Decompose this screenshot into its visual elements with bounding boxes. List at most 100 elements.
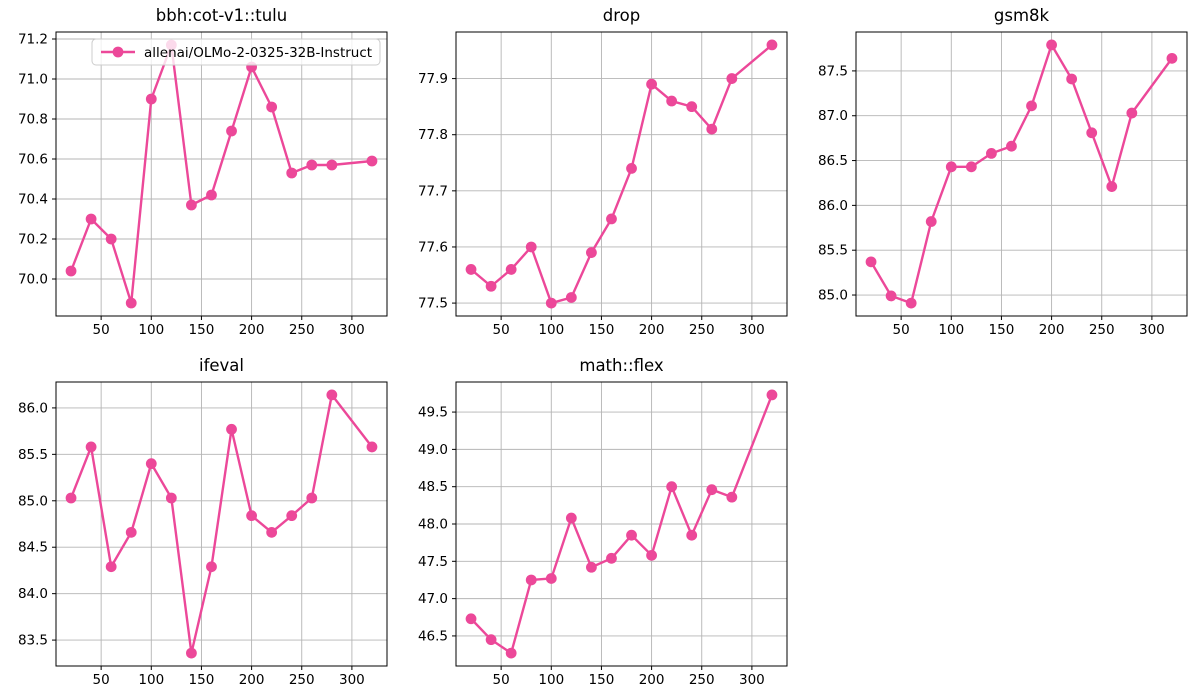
- y-tick-label: 87.0: [818, 108, 848, 124]
- data-point-marker: [1006, 140, 1017, 152]
- data-point-marker: [925, 216, 937, 227]
- y-tick-label: 83.5: [18, 633, 48, 649]
- data-point-marker: [666, 95, 678, 107]
- legend: allenai/OLMo-2-0325-32B-Instruct: [91, 38, 381, 66]
- x-tick-label: 100: [138, 672, 164, 688]
- axes-frame: [55, 31, 388, 317]
- data-point-marker: [726, 73, 738, 84]
- data-point-marker: [1066, 73, 1078, 85]
- gridlines: [856, 32, 1187, 316]
- data-point-marker: [465, 264, 477, 275]
- chart-cell-drop: 50 100 150 200 250 300 77.5 77.6 77.7 77.8 77.9 dro…: [400, 0, 800, 350]
- x-tick-label: 250: [289, 322, 315, 338]
- x-tick-label: 100: [538, 322, 564, 338]
- data-point-marker: [186, 647, 197, 659]
- chart-drop: 50 100 150 200 250 300 77.5 77.6 77.7 77.8 77.9 dro…: [418, 6, 788, 338]
- data-point-marker: [326, 159, 338, 171]
- x-tick-label: 200: [639, 672, 665, 688]
- y-tick-label: 70.8: [18, 112, 48, 128]
- data-point-marker: [606, 213, 617, 225]
- data-point-marker: [706, 123, 718, 135]
- y-tick-label: 85.5: [18, 447, 48, 463]
- data-point-marker: [586, 247, 597, 258]
- data-point-marker: [505, 264, 517, 275]
- data-point-marker: [125, 526, 137, 538]
- data-point-marker: [606, 552, 617, 564]
- data-point-marker: [326, 389, 338, 401]
- data-point-marker: [545, 573, 557, 584]
- series-line: [65, 389, 378, 659]
- data-point-marker: [646, 549, 657, 561]
- axes-frame: [55, 381, 388, 667]
- data-point-marker: [266, 526, 278, 538]
- chart-cell-bbh-cot-v1-tulu: 50 100 150 200 250 300 70.0 70.2 70.4 70.6 70.8 71.…: [0, 0, 400, 350]
- x-tick-label: 250: [689, 672, 715, 688]
- x-tick-label: 150: [189, 672, 215, 688]
- data-point-marker: [965, 161, 977, 173]
- x-tick-label: 250: [1089, 322, 1115, 338]
- data-point-marker: [306, 159, 318, 171]
- y-tick-label: 70.0: [18, 272, 48, 288]
- data-point-marker: [286, 510, 298, 522]
- data-point-marker: [686, 101, 698, 113]
- x-tick-label: 150: [589, 672, 615, 688]
- data-point-marker: [186, 199, 197, 211]
- x-tick-label: 300: [1139, 322, 1165, 338]
- series-line: [865, 39, 1178, 309]
- data-point-marker: [986, 147, 997, 159]
- chart-ifeval: 50 100 150 200 250 300 83.5 84.0 84.5 85.0 85.5 86.…: [18, 356, 388, 688]
- data-point-marker: [465, 613, 477, 625]
- data-point-marker: [885, 290, 897, 302]
- data-point-marker: [105, 233, 117, 245]
- chart-bbh-cot-v1-tulu: 50 100 150 200 250 300 70.0 70.2 70.4 70.6 70.8 71.…: [18, 6, 388, 338]
- data-point-marker: [766, 39, 778, 51]
- axes-frame: [455, 31, 788, 317]
- chart-cell-math-flex: 50 100 150 200 250 300 46.5 47.0 47.5 48.0 48.5 49.…: [400, 350, 800, 700]
- data-point-marker: [246, 510, 257, 522]
- y-tick-label: 77.8: [418, 127, 448, 143]
- chart-title: gsm8k: [994, 6, 1050, 25]
- y-tick-label: 85.0: [18, 493, 48, 509]
- y-tick-label: 47.5: [418, 554, 448, 570]
- x-tick-label: 50: [893, 322, 910, 338]
- y-tick-label: 86.0: [818, 198, 848, 214]
- data-point-marker: [65, 492, 77, 504]
- series-line: [65, 39, 378, 309]
- x-tick-label: 250: [689, 322, 715, 338]
- x-tick-label: 300: [339, 672, 365, 688]
- data-point-marker: [145, 93, 157, 105]
- x-tick-label: 200: [239, 672, 265, 688]
- y-tick-label: 77.9: [418, 71, 448, 87]
- data-point-marker: [485, 634, 497, 646]
- gridlines: [56, 32, 387, 316]
- y-tick-label: 47.0: [418, 591, 448, 607]
- data-point-marker: [286, 167, 298, 179]
- y-tick-label: 70.2: [18, 232, 48, 248]
- y-tick-label: 85.5: [818, 243, 848, 259]
- data-point-marker: [565, 512, 577, 524]
- data-point-marker: [85, 441, 97, 453]
- data-point-marker: [766, 389, 778, 401]
- x-tick-label: 300: [739, 322, 765, 338]
- data-point-marker: [706, 484, 718, 496]
- x-tick-label: 250: [289, 672, 315, 688]
- x-tick-label: 300: [739, 672, 765, 688]
- data-point-marker: [1046, 39, 1057, 51]
- x-tick-label: 100: [538, 672, 564, 688]
- x-tick-label: 50: [93, 672, 110, 688]
- y-tick-label: 86.5: [818, 153, 848, 169]
- data-point-marker: [525, 241, 537, 253]
- data-point-marker: [206, 189, 217, 201]
- legend-marker-sample: [112, 46, 124, 58]
- data-point-marker: [945, 161, 957, 173]
- data-point-marker: [366, 441, 378, 453]
- axis-ticks: 50 100 150 200 250 300 46.5 47.0 47.5 48.0 48.5 49.…: [418, 405, 765, 688]
- data-point-marker: [485, 280, 497, 292]
- x-tick-label: 200: [239, 322, 265, 338]
- y-tick-label: 49.0: [418, 442, 448, 458]
- y-tick-label: 77.6: [418, 239, 448, 255]
- x-tick-label: 150: [589, 322, 615, 338]
- y-tick-label: 46.5: [418, 628, 448, 644]
- chart-cell-ifeval: 50 100 150 200 250 300 83.5 84.0 84.5 85.0 85.5 86.…: [0, 350, 400, 700]
